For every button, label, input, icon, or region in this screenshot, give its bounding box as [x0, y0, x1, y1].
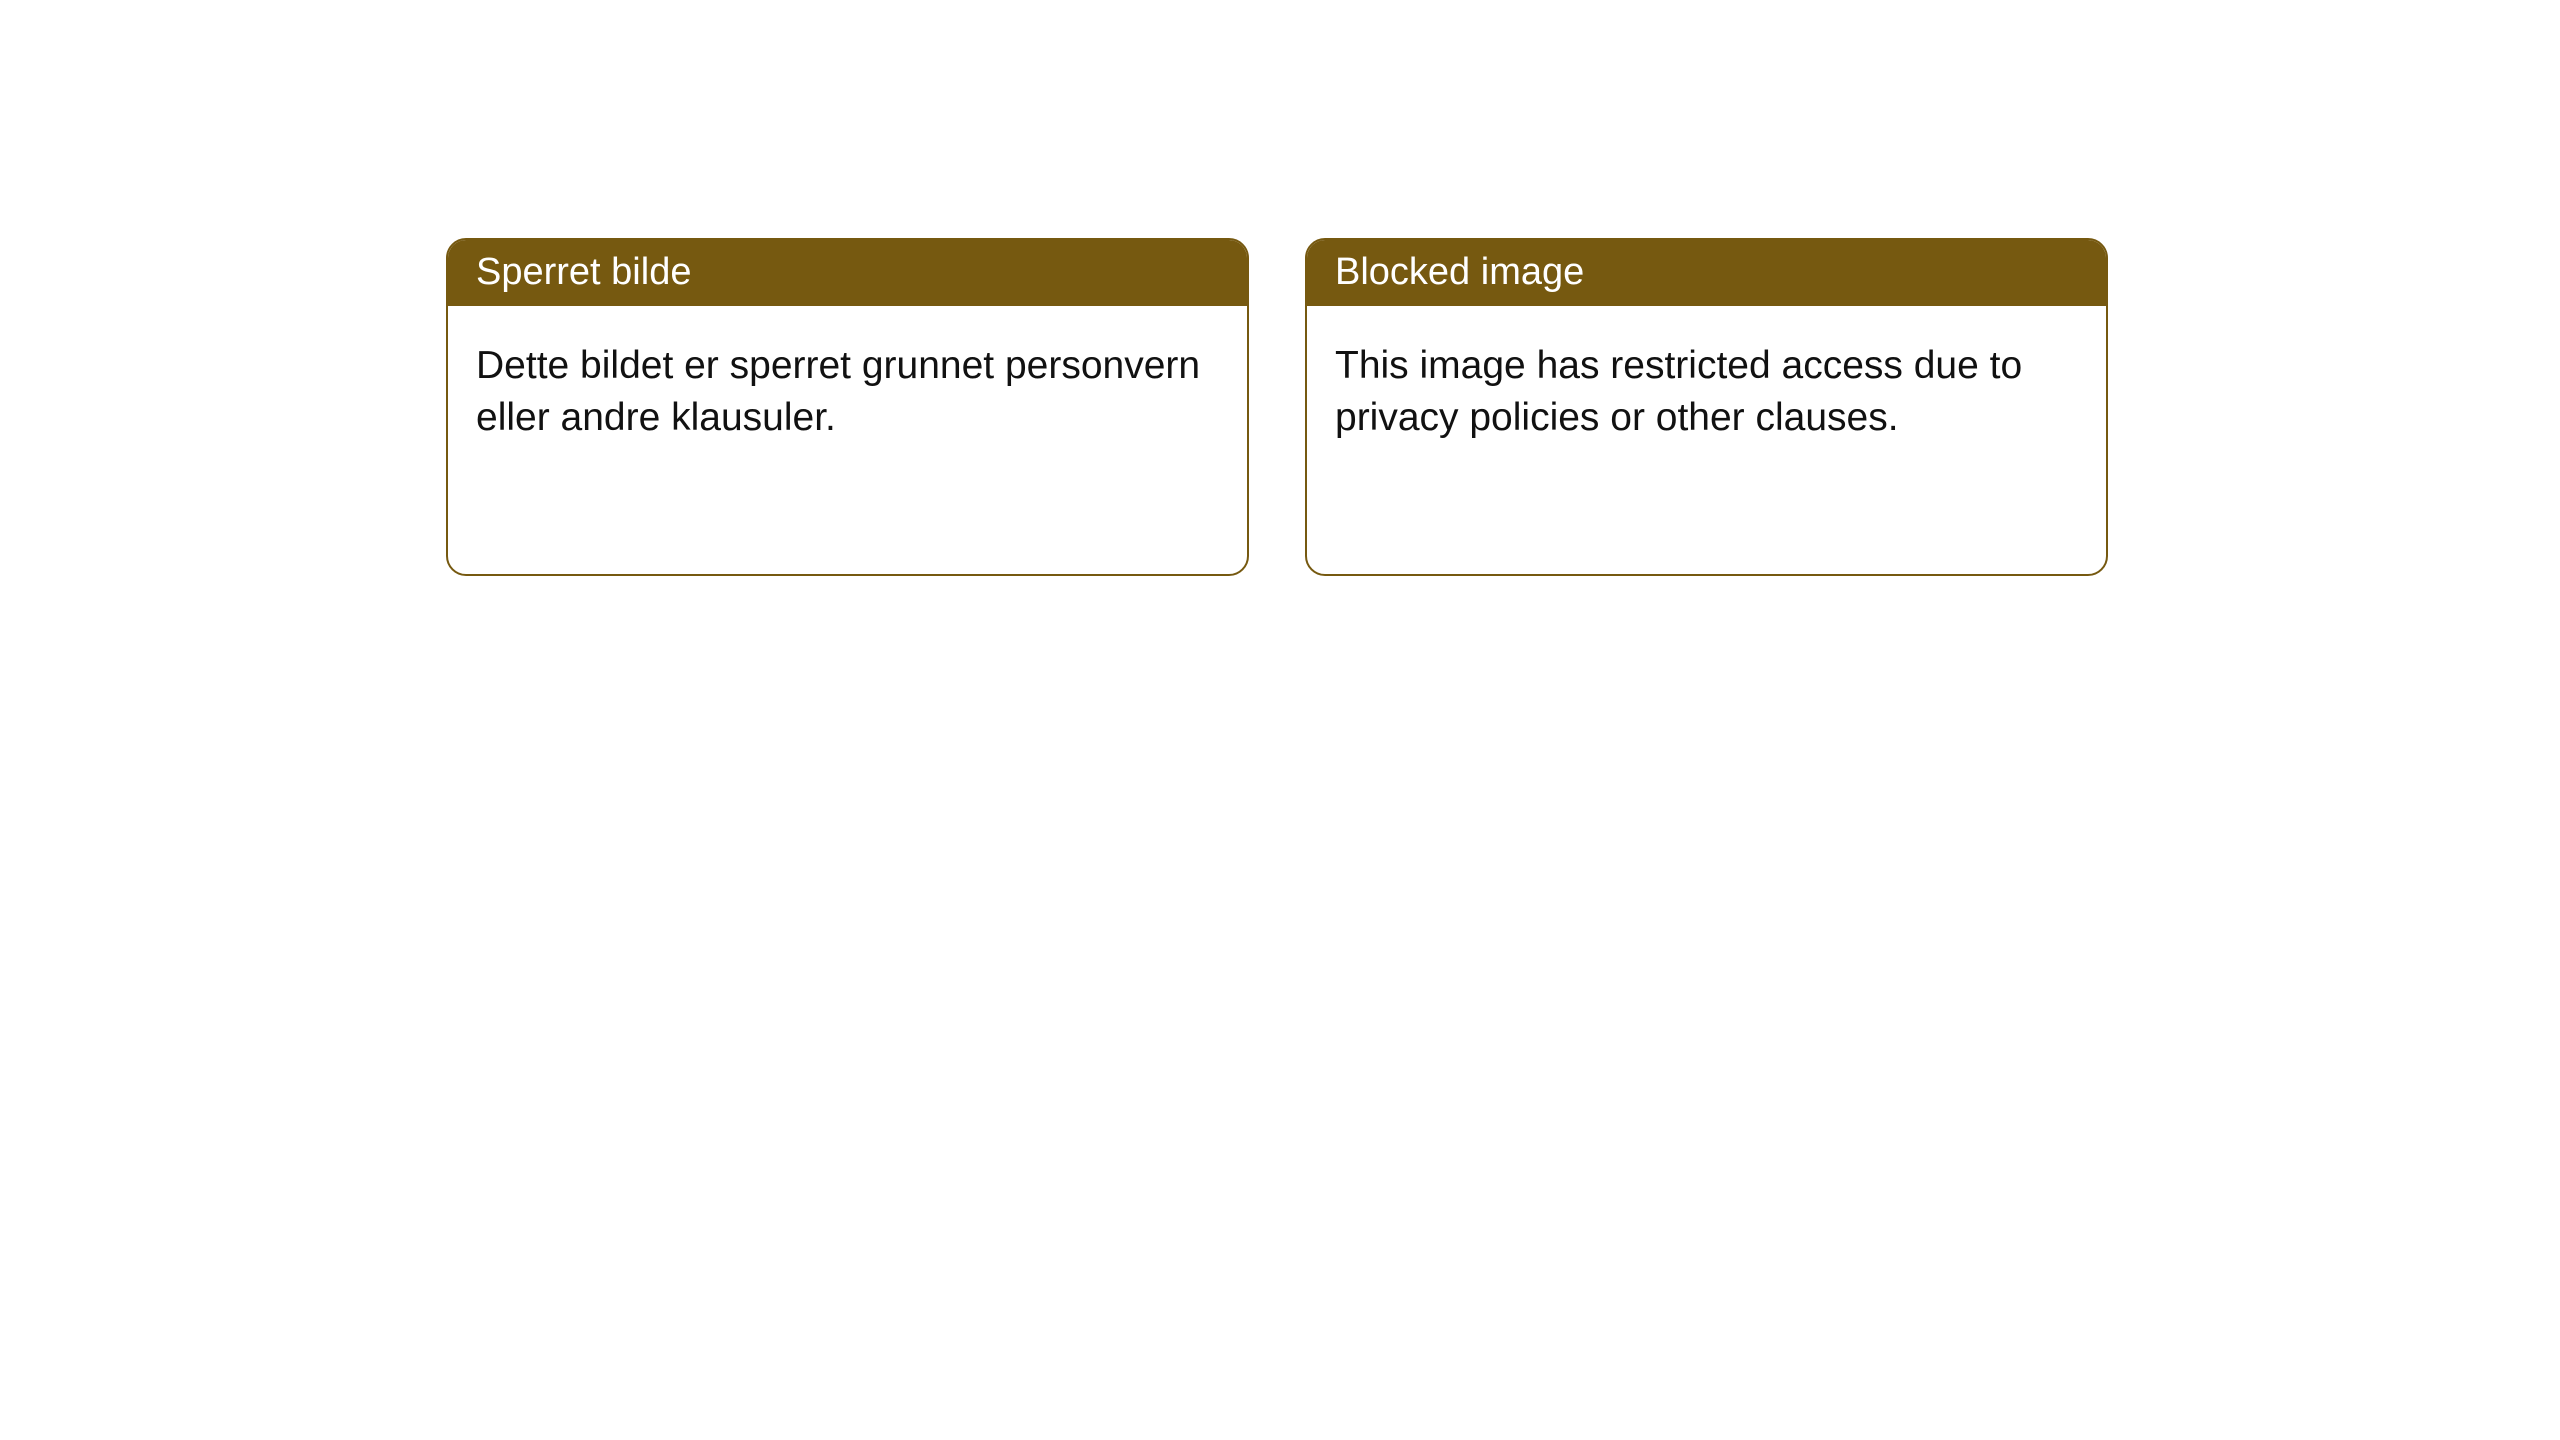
notice-card-norwegian: Sperret bilde Dette bildet er sperret gr…: [446, 238, 1249, 576]
notice-message-norwegian: Dette bildet er sperret grunnet personve…: [448, 306, 1247, 574]
notice-card-english: Blocked image This image has restricted …: [1305, 238, 2108, 576]
notice-container: Sperret bilde Dette bildet er sperret gr…: [446, 238, 2108, 576]
notice-title-norwegian: Sperret bilde: [448, 240, 1247, 306]
notice-title-english: Blocked image: [1307, 240, 2106, 306]
notice-message-english: This image has restricted access due to …: [1307, 306, 2106, 574]
